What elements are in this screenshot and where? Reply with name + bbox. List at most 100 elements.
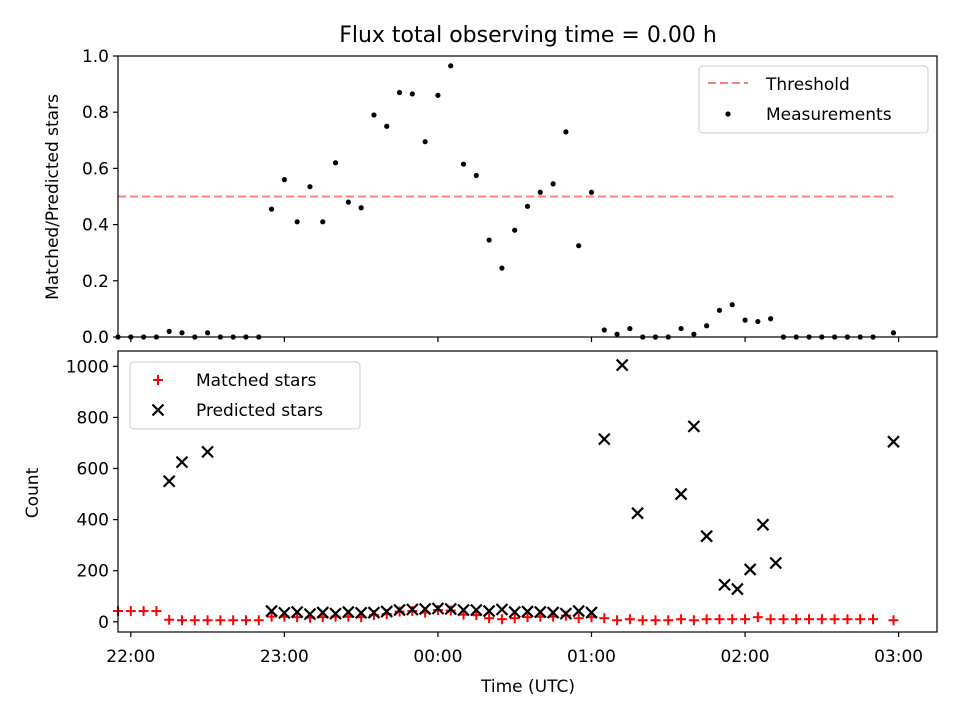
cross-b (631, 506, 644, 520)
predicted-star-point (769, 556, 783, 570)
matched-star-point (215, 615, 226, 626)
cross-b (482, 604, 496, 618)
predicted-star-point (393, 603, 406, 617)
measurement-point (268, 206, 275, 212)
matched-star-point (125, 606, 136, 617)
measurement-point (755, 318, 761, 325)
cross-b (342, 605, 355, 619)
measurement-point (499, 265, 505, 271)
measurement-point (588, 189, 595, 195)
measurement-point (448, 63, 454, 69)
bottom-x-tick-label: 02:00 (721, 647, 770, 667)
matched-star-point (240, 615, 251, 626)
matched-star-point (228, 615, 239, 626)
cross-b (674, 487, 688, 501)
cross-b (151, 403, 165, 417)
matched-star-point (253, 615, 264, 626)
predicted-star-point (615, 358, 629, 372)
bottom-y-tick-label: 0 (98, 613, 109, 633)
predicted-star-point (457, 603, 470, 617)
predicted-star-point (731, 582, 744, 596)
bottom-x-tick-label: 00:00 (413, 647, 462, 667)
top-y-tick-label: 1.0 (82, 47, 109, 67)
matched-star-point (888, 615, 899, 626)
measurement-point (627, 325, 633, 332)
cross-b (316, 606, 330, 619)
matched-star-point (138, 606, 149, 617)
measurement-point (345, 199, 351, 205)
matched-star-point (791, 614, 802, 625)
predicted-star-point (444, 602, 457, 616)
measurement-point (166, 328, 172, 334)
matched-star-point (714, 614, 725, 625)
measurement-point (576, 243, 582, 249)
predicted-star-point (687, 420, 701, 433)
matched-star-point (612, 615, 623, 626)
cross-b (418, 602, 432, 616)
predicted-star-point (508, 605, 521, 619)
cross-b (495, 603, 509, 616)
predicted-star-point (887, 435, 900, 448)
legend-measurements-label: Measurements (766, 105, 892, 125)
measurement-point (320, 219, 326, 225)
matched-star-point (752, 612, 763, 623)
measurement-point (512, 227, 518, 233)
matched-star-point (829, 614, 840, 625)
cross-b (162, 475, 176, 488)
measurement-point (179, 330, 185, 336)
matched-star-point (522, 612, 533, 623)
cross-b (290, 605, 304, 619)
measurement-point (716, 307, 723, 313)
top-y-tick-label: 0.4 (82, 216, 109, 236)
predicted-star-point (162, 475, 176, 488)
cross-b (572, 604, 585, 618)
bottom-x-tick-label: 01:00 (567, 647, 616, 667)
cross-b (367, 606, 381, 619)
measurement-point (307, 184, 313, 190)
matched-star-point (176, 615, 187, 626)
predicted-star-point (598, 432, 611, 446)
measurement-point (524, 203, 531, 209)
cross-b (431, 602, 445, 615)
predicted-star-point (265, 604, 278, 618)
measurement-point (486, 237, 492, 243)
predicted-star-point (342, 605, 355, 619)
cross-b (265, 604, 278, 618)
matched-star-point (266, 611, 277, 622)
measurement-point (435, 92, 441, 98)
measurement-point (563, 129, 569, 135)
bottom-x-tick-label: 22:00 (106, 647, 155, 667)
measurement-point (678, 325, 684, 332)
top-legend: Threshold Measurements (698, 65, 929, 134)
measurement-point (409, 91, 415, 97)
cross-b (743, 563, 757, 576)
predicted-star-point (470, 603, 483, 617)
bottom-y-axis-label: Count (23, 467, 43, 518)
matched-star-point (804, 614, 815, 625)
legend-threshold-label: Threshold (765, 75, 850, 95)
matched-star-point (496, 614, 507, 625)
top-plot-area: 0.0 0.2 0.4 0.6 0.8 1.0 Threshold Measurements (82, 47, 938, 348)
measurement-point (704, 323, 710, 329)
predicted-star-point (367, 606, 381, 619)
measurement-point (768, 316, 774, 322)
top-y-tick-label: 0.0 (82, 328, 109, 348)
cross-b (175, 455, 189, 469)
top-y-tick-label: 0.8 (82, 103, 109, 123)
predicted-star-point (718, 578, 731, 592)
predicted-star-point (201, 445, 214, 459)
legend-matched-swatch (153, 375, 163, 385)
bottom-x-tick-label: 03:00 (874, 647, 923, 667)
cross-b (546, 606, 560, 619)
predicted-star-point (743, 563, 757, 576)
cross-b (380, 605, 394, 618)
predicted-star-point (674, 487, 688, 501)
cross-b (354, 606, 368, 620)
cross-b (559, 607, 573, 620)
matched-star-point (292, 612, 303, 623)
matched-star-point (701, 614, 712, 625)
measurement-point (332, 160, 339, 166)
cross-b (769, 556, 783, 570)
top-y-tick-label: 0.2 (82, 272, 109, 292)
bottom-plot-frame (117, 350, 938, 633)
